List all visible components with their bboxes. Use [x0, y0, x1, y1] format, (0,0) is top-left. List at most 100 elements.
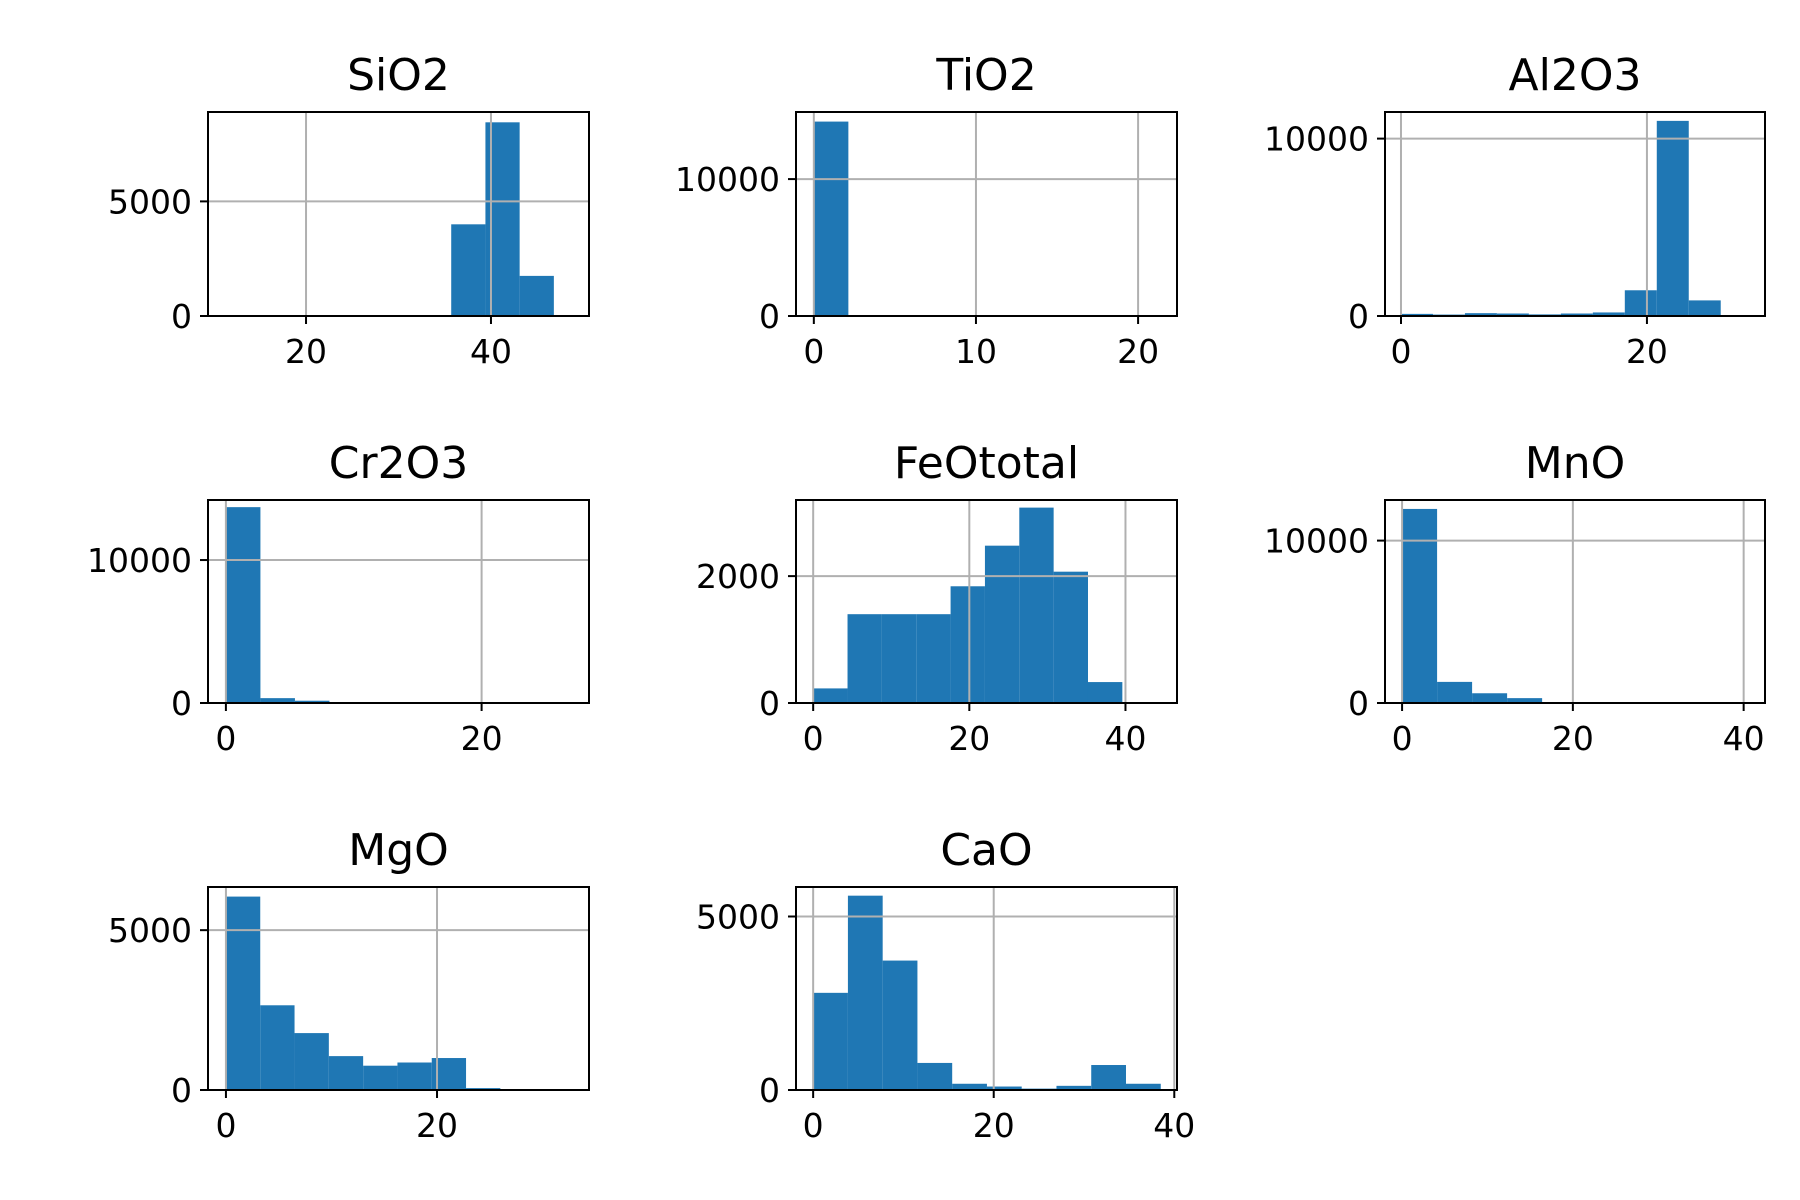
y-tick-label-cr2o3: 0 [171, 684, 192, 723]
bar-al2o3-0 [1400, 313, 1433, 316]
axes-frame-tio2 [795, 111, 1178, 317]
panel-title-tio2: TiO2 [935, 50, 1036, 101]
bar-mgo-1 [260, 1005, 295, 1090]
panel-tio2: 0 10 20 0 10000 TiO2 [675, 50, 1178, 371]
x-tick-label-tio2: 0 [803, 332, 824, 371]
bar-feototal-2 [881, 614, 917, 703]
y-tick-label-cr2o3: 10000 [87, 541, 192, 580]
bar-cao-8 [1091, 1065, 1126, 1090]
bar-cao-7 [1056, 1085, 1092, 1090]
bar-cr2o3-1 [260, 698, 295, 703]
axes-frame-mgo [207, 886, 590, 1091]
bar-mgo-5 [397, 1062, 432, 1090]
panel-cao: 0 20 40 0 5000 CaO [696, 825, 1195, 1145]
panel-mno: 0 20 40 0 10000 MnO [1264, 438, 1766, 758]
y-tick-label-al2o3: 10000 [1264, 120, 1369, 159]
bar-al2o3-6 [1592, 312, 1625, 316]
panel-title-sio2: SiO2 [347, 50, 450, 101]
bar-al2o3-8 [1656, 120, 1689, 316]
bar-cr2o3-2 [294, 700, 330, 703]
x-tick-label-mgo: 20 [416, 1106, 458, 1145]
bar-mgo-2 [294, 1033, 329, 1090]
panel-title-feototal: FeOtotal [894, 438, 1079, 489]
y-tick-label-feototal: 2000 [696, 557, 780, 596]
bar-mgo-4 [363, 1065, 398, 1090]
axes-frame-cr2o3 [207, 499, 590, 704]
x-tick-label-cao: 20 [973, 1106, 1015, 1145]
panel-sio2: 20 40 0 5000 SiO2 [108, 50, 590, 371]
bar-mgo-0 [225, 896, 261, 1090]
bar-cao-9 [1125, 1083, 1161, 1090]
bar-feototal-7 [1053, 571, 1088, 703]
axes-frame-mno [1384, 499, 1766, 704]
bar-cao-0 [813, 992, 848, 1090]
x-tick-label-mno: 0 [1392, 719, 1413, 758]
panel-al2o3: 0 20 0 10000 Al2O3 [1264, 50, 1766, 371]
x-tick-label-mno: 20 [1552, 719, 1594, 758]
x-tick-label-mno: 40 [1723, 719, 1765, 758]
axes-frame-cao [795, 886, 1178, 1091]
panel-title-cr2o3: Cr2O3 [329, 438, 468, 489]
y-tick-label-mno: 0 [1348, 684, 1369, 723]
panel-cr2o3: 0 20 0 10000 Cr2O3 [87, 438, 590, 758]
axes-frame-sio2 [207, 111, 590, 317]
y-tick-label-al2o3: 0 [1348, 297, 1369, 336]
bar-al2o3-9 [1688, 300, 1721, 316]
panel-mgo: 0 20 0 5000 MgO [108, 825, 590, 1145]
y-tick-label-tio2: 10000 [675, 160, 780, 199]
x-tick-label-cr2o3: 20 [461, 719, 503, 758]
bar-feototal-3 [916, 614, 951, 703]
panel-title-cao: CaO [940, 825, 1032, 876]
panel-feototal: 0 20 40 0 2000 FeOtotal [696, 438, 1178, 758]
bar-mno-3 [1507, 698, 1543, 703]
bar-feototal-0 [813, 688, 848, 703]
bar-feototal-6 [1019, 507, 1054, 703]
x-tick-label-mgo: 0 [215, 1106, 236, 1145]
bar-feototal-5 [984, 545, 1020, 703]
bar-al2o3-5 [1560, 313, 1593, 316]
panel-title-al2o3: Al2O3 [1509, 50, 1642, 101]
x-tick-label-sio2: 20 [285, 332, 327, 371]
bar-mgo-3 [328, 1056, 364, 1090]
panel-title-mgo: MgO [348, 825, 449, 876]
y-tick-label-tio2: 0 [759, 297, 780, 336]
x-tick-label-cao: 40 [1153, 1106, 1195, 1145]
x-tick-label-al2o3: 20 [1626, 332, 1668, 371]
bar-mno-2 [1472, 693, 1508, 703]
x-tick-label-feototal: 40 [1104, 719, 1146, 758]
bar-al2o3-3 [1496, 313, 1529, 316]
bar-cao-3 [917, 1062, 953, 1090]
y-tick-label-sio2: 5000 [108, 182, 192, 221]
x-tick-label-feototal: 0 [803, 719, 824, 758]
bar-mno-0 [1402, 508, 1438, 703]
bar-cao-2 [882, 960, 918, 1090]
x-tick-label-cr2o3: 0 [215, 719, 236, 758]
y-tick-label-mgo: 0 [171, 1071, 192, 1110]
bar-feototal-1 [847, 614, 882, 703]
bar-cao-5 [986, 1086, 1022, 1090]
x-tick-label-sio2: 40 [470, 332, 512, 371]
bar-cao-1 [847, 895, 883, 1090]
bar-al2o3-2 [1464, 313, 1497, 316]
y-tick-label-mgo: 5000 [108, 911, 192, 950]
x-tick-label-cao: 0 [803, 1106, 824, 1145]
axes-frame-feototal [795, 499, 1178, 704]
bar-feototal-4 [950, 586, 985, 703]
x-tick-label-al2o3: 0 [1390, 332, 1411, 371]
y-tick-label-cao: 0 [759, 1071, 780, 1110]
y-tick-label-mno: 10000 [1264, 522, 1369, 561]
y-tick-label-cao: 5000 [696, 897, 780, 936]
x-tick-label-tio2: 10 [955, 332, 997, 371]
x-tick-label-tio2: 20 [1117, 332, 1159, 371]
bar-sio2-8 [519, 275, 554, 316]
y-tick-label-sio2: 0 [171, 297, 192, 336]
panel-title-mno: MnO [1525, 438, 1625, 489]
axes-frame-al2o3 [1384, 111, 1766, 317]
bar-cr2o3-0 [225, 507, 261, 703]
x-tick-label-feototal: 20 [948, 719, 990, 758]
bar-feototal-8 [1087, 682, 1123, 703]
bar-tio2-0 [813, 121, 849, 316]
bar-al2o3-7 [1624, 290, 1657, 316]
y-tick-label-feototal: 0 [759, 684, 780, 723]
